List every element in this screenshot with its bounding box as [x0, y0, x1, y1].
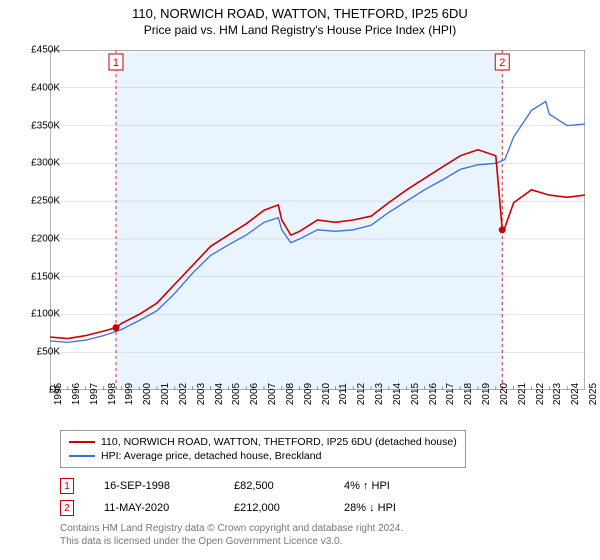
x-tick-label: 1996 — [71, 383, 82, 405]
y-tick-label: £250K — [10, 196, 60, 207]
event-date: 16-SEP-1998 — [104, 480, 204, 492]
event-row: 2 11-MAY-2020 £212,000 28% ↓ HPI — [60, 497, 444, 519]
y-tick-label: £50K — [10, 347, 60, 358]
event-marker-box: 2 — [60, 500, 74, 516]
x-tick-label: 2017 — [445, 383, 456, 405]
x-tick-label: 1995 — [53, 383, 64, 405]
title-address: 110, NORWICH ROAD, WATTON, THETFORD, IP2… — [0, 6, 600, 21]
legend-row: HPI: Average price, detached house, Brec… — [69, 449, 457, 463]
event-row: 1 16-SEP-1998 £82,500 4% ↑ HPI — [60, 475, 444, 497]
x-tick-label: 2000 — [142, 383, 153, 405]
event-price: £212,000 — [234, 502, 314, 514]
x-tick-label: 2024 — [570, 383, 581, 405]
y-tick-label: £100K — [10, 309, 60, 320]
x-tick-label: 2020 — [499, 383, 510, 405]
x-tick-label: 2008 — [285, 383, 296, 405]
legend-row: 110, NORWICH ROAD, WATTON, THETFORD, IP2… — [69, 435, 457, 449]
legend-label: 110, NORWICH ROAD, WATTON, THETFORD, IP2… — [101, 436, 457, 448]
x-tick-label: 2006 — [249, 383, 260, 405]
x-tick-label: 2005 — [231, 383, 242, 405]
title-block: 110, NORWICH ROAD, WATTON, THETFORD, IP2… — [0, 0, 600, 37]
x-tick-label: 2002 — [178, 383, 189, 405]
x-tick-label: 2021 — [517, 383, 528, 405]
x-tick-label: 1999 — [124, 383, 135, 405]
x-tick-label: 2009 — [303, 383, 314, 405]
chart-container: 110, NORWICH ROAD, WATTON, THETFORD, IP2… — [0, 0, 600, 560]
events-table: 1 16-SEP-1998 £82,500 4% ↑ HPI 2 11-MAY-… — [60, 475, 444, 519]
x-tick-label: 2025 — [588, 383, 599, 405]
svg-text:2: 2 — [499, 57, 505, 69]
event-marker-box: 1 — [60, 478, 74, 494]
legend-label: HPI: Average price, detached house, Brec… — [101, 450, 321, 462]
chart-area: 12 — [50, 50, 585, 390]
y-tick-label: £200K — [10, 233, 60, 244]
x-tick-label: 2016 — [428, 383, 439, 405]
legend-swatch — [69, 441, 95, 443]
x-tick-label: 2012 — [356, 383, 367, 405]
x-tick-label: 2010 — [321, 383, 332, 405]
legend-swatch — [69, 455, 95, 457]
y-tick-label: £300K — [10, 158, 60, 169]
footer-line: Contains HM Land Registry data © Crown c… — [60, 522, 403, 535]
legend: 110, NORWICH ROAD, WATTON, THETFORD, IP2… — [60, 430, 466, 468]
x-tick-label: 2007 — [267, 383, 278, 405]
event-diff: 28% ↓ HPI — [344, 502, 444, 514]
footer: Contains HM Land Registry data © Crown c… — [60, 522, 403, 548]
title-subtitle: Price paid vs. HM Land Registry's House … — [0, 23, 600, 37]
x-tick-label: 1998 — [107, 383, 118, 405]
x-tick-label: 2004 — [214, 383, 225, 405]
event-price: £82,500 — [234, 480, 314, 492]
x-tick-label: 2003 — [196, 383, 207, 405]
svg-text:1: 1 — [113, 57, 119, 69]
y-tick-label: £450K — [10, 45, 60, 56]
y-tick-label: £400K — [10, 82, 60, 93]
x-tick-label: 2023 — [552, 383, 563, 405]
chart-svg: 12 — [50, 50, 585, 390]
x-tick-label: 2001 — [160, 383, 171, 405]
y-tick-label: £150K — [10, 271, 60, 282]
x-tick-label: 1997 — [89, 383, 100, 405]
event-diff: 4% ↑ HPI — [344, 480, 444, 492]
y-tick-label: £350K — [10, 120, 60, 131]
x-tick-label: 2011 — [338, 383, 349, 405]
event-date: 11-MAY-2020 — [104, 502, 204, 514]
x-tick-label: 2018 — [463, 383, 474, 405]
footer-line: This data is licensed under the Open Gov… — [60, 535, 403, 548]
x-tick-label: 2014 — [392, 383, 403, 405]
x-tick-label: 2019 — [481, 383, 492, 405]
x-tick-label: 2013 — [374, 383, 385, 405]
x-tick-label: 2015 — [410, 383, 421, 405]
x-tick-label: 2022 — [535, 383, 546, 405]
